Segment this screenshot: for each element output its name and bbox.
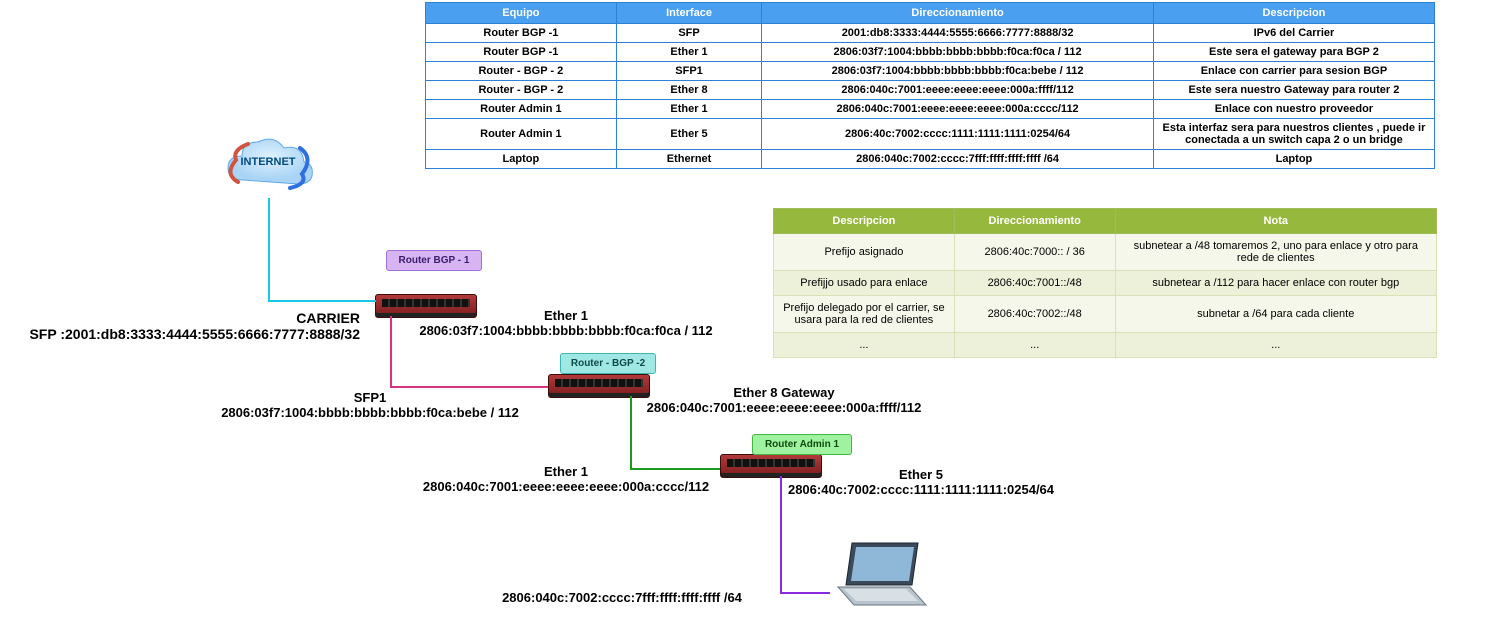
table-row: Router - BGP - 2SFP12806:03f7:1004:bbbb:… xyxy=(426,62,1435,81)
port-label: Ether 8 Gateway2806:040c:7001:eeee:eeee:… xyxy=(634,385,934,415)
table-cell: 2806:40c:7001::/48 xyxy=(954,271,1115,296)
table-row: Router Admin 1Ether 52806:40c:7002:cccc:… xyxy=(426,119,1435,150)
table-cell: 2806:03f7:1004:bbbb:bbbb:bbbb:f0ca:f0ca … xyxy=(762,43,1154,62)
table-cell: Router BGP -1 xyxy=(426,24,617,43)
prefix-notes-table: DescripcionDireccionamientoNotaPrefijo a… xyxy=(773,208,1437,358)
table-cell: Ether 1 xyxy=(616,43,762,62)
table-cell: Prefijo asignado xyxy=(774,234,955,271)
table-cell: ... xyxy=(954,333,1115,358)
table-cell: Router - BGP - 2 xyxy=(426,81,617,100)
table-cell: 2001:db8:3333:4444:5555:6666:7777:8888/3… xyxy=(762,24,1154,43)
table-cell: Enlace con nuestro proveedor xyxy=(1153,100,1434,119)
table-cell: subnetar a /64 para cada cliente xyxy=(1115,296,1436,333)
table-cell: 2806:40c:7002::/48 xyxy=(954,296,1115,333)
table-cell: SFP1 xyxy=(616,62,762,81)
table-cell: SFP xyxy=(616,24,762,43)
connection-line xyxy=(268,300,376,302)
table-header: Equipo xyxy=(426,3,617,24)
table-cell: 2806:040c:7001:eeee:eeee:eeee:000a:cccc/… xyxy=(762,100,1154,119)
table-header: Interface xyxy=(616,3,762,24)
table-cell: Router Admin 1 xyxy=(426,100,617,119)
table-row: LaptopEthernet2806:040c:7002:cccc:7fff:f… xyxy=(426,150,1435,169)
table-header: Descripcion xyxy=(774,209,955,234)
table-cell: 2806:03f7:1004:bbbb:bbbb:bbbb:f0ca:bebe … xyxy=(762,62,1154,81)
table-cell: ... xyxy=(774,333,955,358)
table-cell: 2806:40c:7000:: / 36 xyxy=(954,234,1115,271)
port-label: SFP12806:03f7:1004:bbbb:bbbb:bbbb:f0ca:b… xyxy=(200,390,540,420)
table-row: Router Admin 1Ether 12806:040c:7001:eeee… xyxy=(426,100,1435,119)
table-cell: 2806:040c:7002:cccc:7fff:ffff:ffff:ffff … xyxy=(762,150,1154,169)
port-label: Ether 12806:03f7:1004:bbbb:bbbb:bbbb:f0c… xyxy=(406,308,726,338)
table-cell: Prefijo delegado por el carrier, se usar… xyxy=(774,296,955,333)
table-cell: Ethernet xyxy=(616,150,762,169)
connection-line xyxy=(630,468,720,470)
internet-label: INTERNET xyxy=(218,156,318,168)
table-header: Nota xyxy=(1115,209,1436,234)
router-tag: Router Admin 1 xyxy=(752,434,852,455)
laptop-icon xyxy=(830,535,930,620)
table-cell: Laptop xyxy=(1153,150,1434,169)
table-header: Direccionamiento xyxy=(762,3,1154,24)
router-tag: Router - BGP -2 xyxy=(560,353,656,374)
table-cell: 2806:40c:7002:cccc:1111:1111:1111:0254/6… xyxy=(762,119,1154,150)
table-row: Prefijo delegado por el carrier, se usar… xyxy=(774,296,1437,333)
table-row: Router BGP -1SFP2001:db8:3333:4444:5555:… xyxy=(426,24,1435,43)
table-row: Router - BGP - 2Ether 82806:040c:7001:ee… xyxy=(426,81,1435,100)
table-cell: subnetear a /48 tomaremos 2, uno para en… xyxy=(1115,234,1436,271)
table-cell: Esta interfaz sera para nuestros cliente… xyxy=(1153,119,1434,150)
table-row: Prefijo asignado2806:40c:7000:: / 36subn… xyxy=(774,234,1437,271)
table-cell: Este sera el gateway para BGP 2 xyxy=(1153,43,1434,62)
port-label: Ether 52806:40c:7002:cccc:1111:1111:1111… xyxy=(776,467,1066,497)
table-cell: ... xyxy=(1115,333,1436,358)
table-cell: IPv6 del Carrier xyxy=(1153,24,1434,43)
table-header: Direccionamiento xyxy=(954,209,1115,234)
connection-line xyxy=(390,316,392,386)
table-cell: subnetear a /112 para hacer enlace con r… xyxy=(1115,271,1436,296)
table-row: ......... xyxy=(774,333,1437,358)
connection-line xyxy=(630,396,632,468)
port-label: 2806:040c:7002:cccc:7fff:ffff:ffff:ffff … xyxy=(472,590,772,605)
table-cell: Ether 5 xyxy=(616,119,762,150)
connection-line xyxy=(268,198,270,300)
connection-line xyxy=(780,476,782,592)
table-row: Prefijjo usado para enlace2806:40c:7001:… xyxy=(774,271,1437,296)
table-cell: Laptop xyxy=(426,150,617,169)
table-row: Router BGP -1Ether 12806:03f7:1004:bbbb:… xyxy=(426,43,1435,62)
router-tag: Router BGP - 1 xyxy=(386,250,482,271)
addressing-table: EquipoInterfaceDireccionamientoDescripci… xyxy=(425,2,1435,169)
table-cell: Enlace con carrier para sesion BGP xyxy=(1153,62,1434,81)
carrier-label: CARRIERSFP :2001:db8:3333:4444:5555:6666… xyxy=(0,310,360,342)
table-header: Descripcion xyxy=(1153,3,1434,24)
table-cell: Router BGP -1 xyxy=(426,43,617,62)
connection-line xyxy=(390,386,548,388)
table-cell: Router - BGP - 2 xyxy=(426,62,617,81)
connection-line xyxy=(780,592,830,594)
table-cell: Prefijjo usado para enlace xyxy=(774,271,955,296)
table-cell: Este sera nuestro Gateway para router 2 xyxy=(1153,81,1434,100)
table-cell: Ether 1 xyxy=(616,100,762,119)
table-cell: Ether 8 xyxy=(616,81,762,100)
table-cell: Router Admin 1 xyxy=(426,119,617,150)
table-cell: 2806:040c:7001:eeee:eeee:eeee:000a:ffff/… xyxy=(762,81,1154,100)
